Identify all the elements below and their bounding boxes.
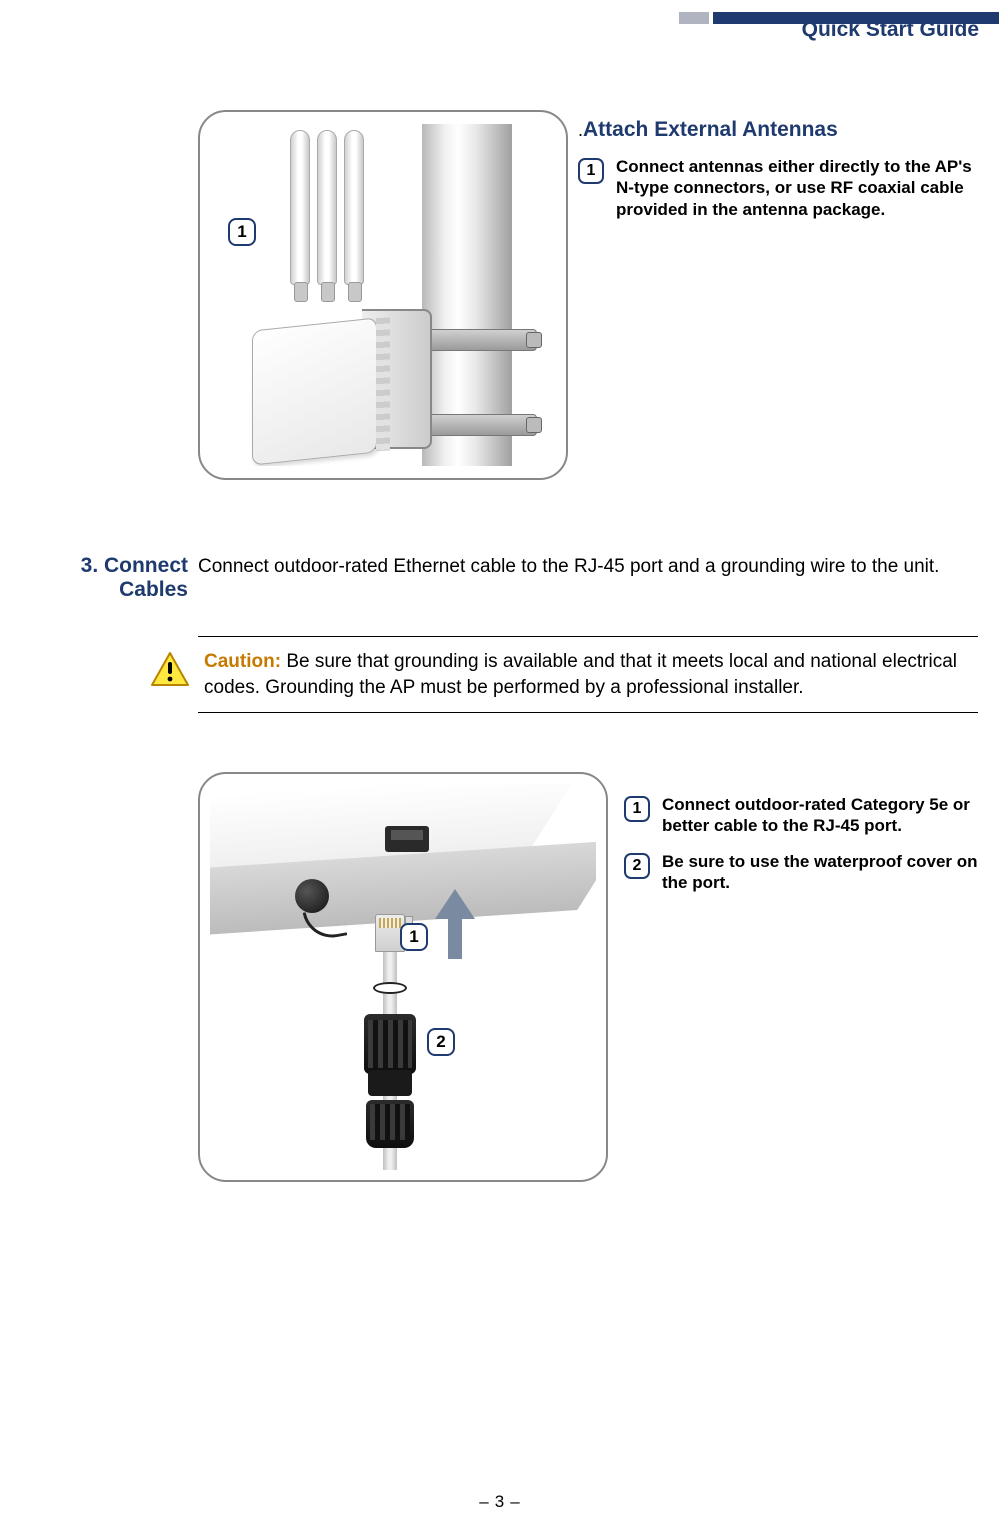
header-grey-block — [679, 12, 709, 24]
step-badge: 1 — [624, 796, 650, 822]
insert-arrow-icon — [435, 889, 475, 959]
step-text: Connect antennas either directly to the … — [616, 156, 973, 220]
figure-cables — [198, 772, 608, 1182]
section-cables-heading: 3. Connect Cables — [10, 554, 188, 602]
cables-step-1: 1 Connect outdoor-rated Category 5e or b… — [624, 794, 979, 837]
section-antennas-title: Attach External Antennas — [583, 118, 838, 141]
caution-block: Caution: Be sure that grounding is avail… — [198, 636, 978, 713]
step-badge: 2 — [624, 853, 650, 879]
header-title: Quick Start Guide — [802, 18, 979, 42]
figure-antennas-callout-1: 1 — [228, 218, 256, 246]
section-cables-intro: Connect outdoor-rated Ethernet cable to … — [198, 554, 973, 580]
section-antennas-text: .Attach External Antennas 1 Connect ante… — [578, 118, 973, 220]
section-cables-steps: 1 Connect outdoor-rated Category 5e or b… — [624, 780, 979, 893]
page-number: 3 — [495, 1492, 504, 1511]
step-badge: 1 — [578, 158, 604, 184]
figure-antennas — [198, 110, 568, 480]
caution-icon — [150, 651, 190, 687]
step-text: Connect outdoor-rated Category 5e or bet… — [662, 794, 979, 837]
cables-step-2: 2 Be sure to use the waterproof cover on… — [624, 851, 979, 894]
step-text: Be sure to use the waterproof cover on t… — [662, 851, 979, 894]
dash: – — [479, 1492, 488, 1511]
caution-label: Caution: — [204, 651, 281, 672]
figure-cables-callout-1: 1 — [400, 923, 428, 951]
figure-antennas-illustration — [212, 124, 554, 466]
antennas-step-1: 1 Connect antennas either directly to th… — [578, 156, 973, 220]
page-footer: –3– — [0, 1492, 999, 1512]
figure-cables-callout-2: 2 — [427, 1028, 455, 1056]
caution-text: Caution: Be sure that grounding is avail… — [204, 649, 978, 700]
figure-cables-illustration — [210, 784, 596, 1170]
caution-body: Be sure that grounding is available and … — [204, 651, 957, 698]
dash: – — [510, 1492, 519, 1511]
